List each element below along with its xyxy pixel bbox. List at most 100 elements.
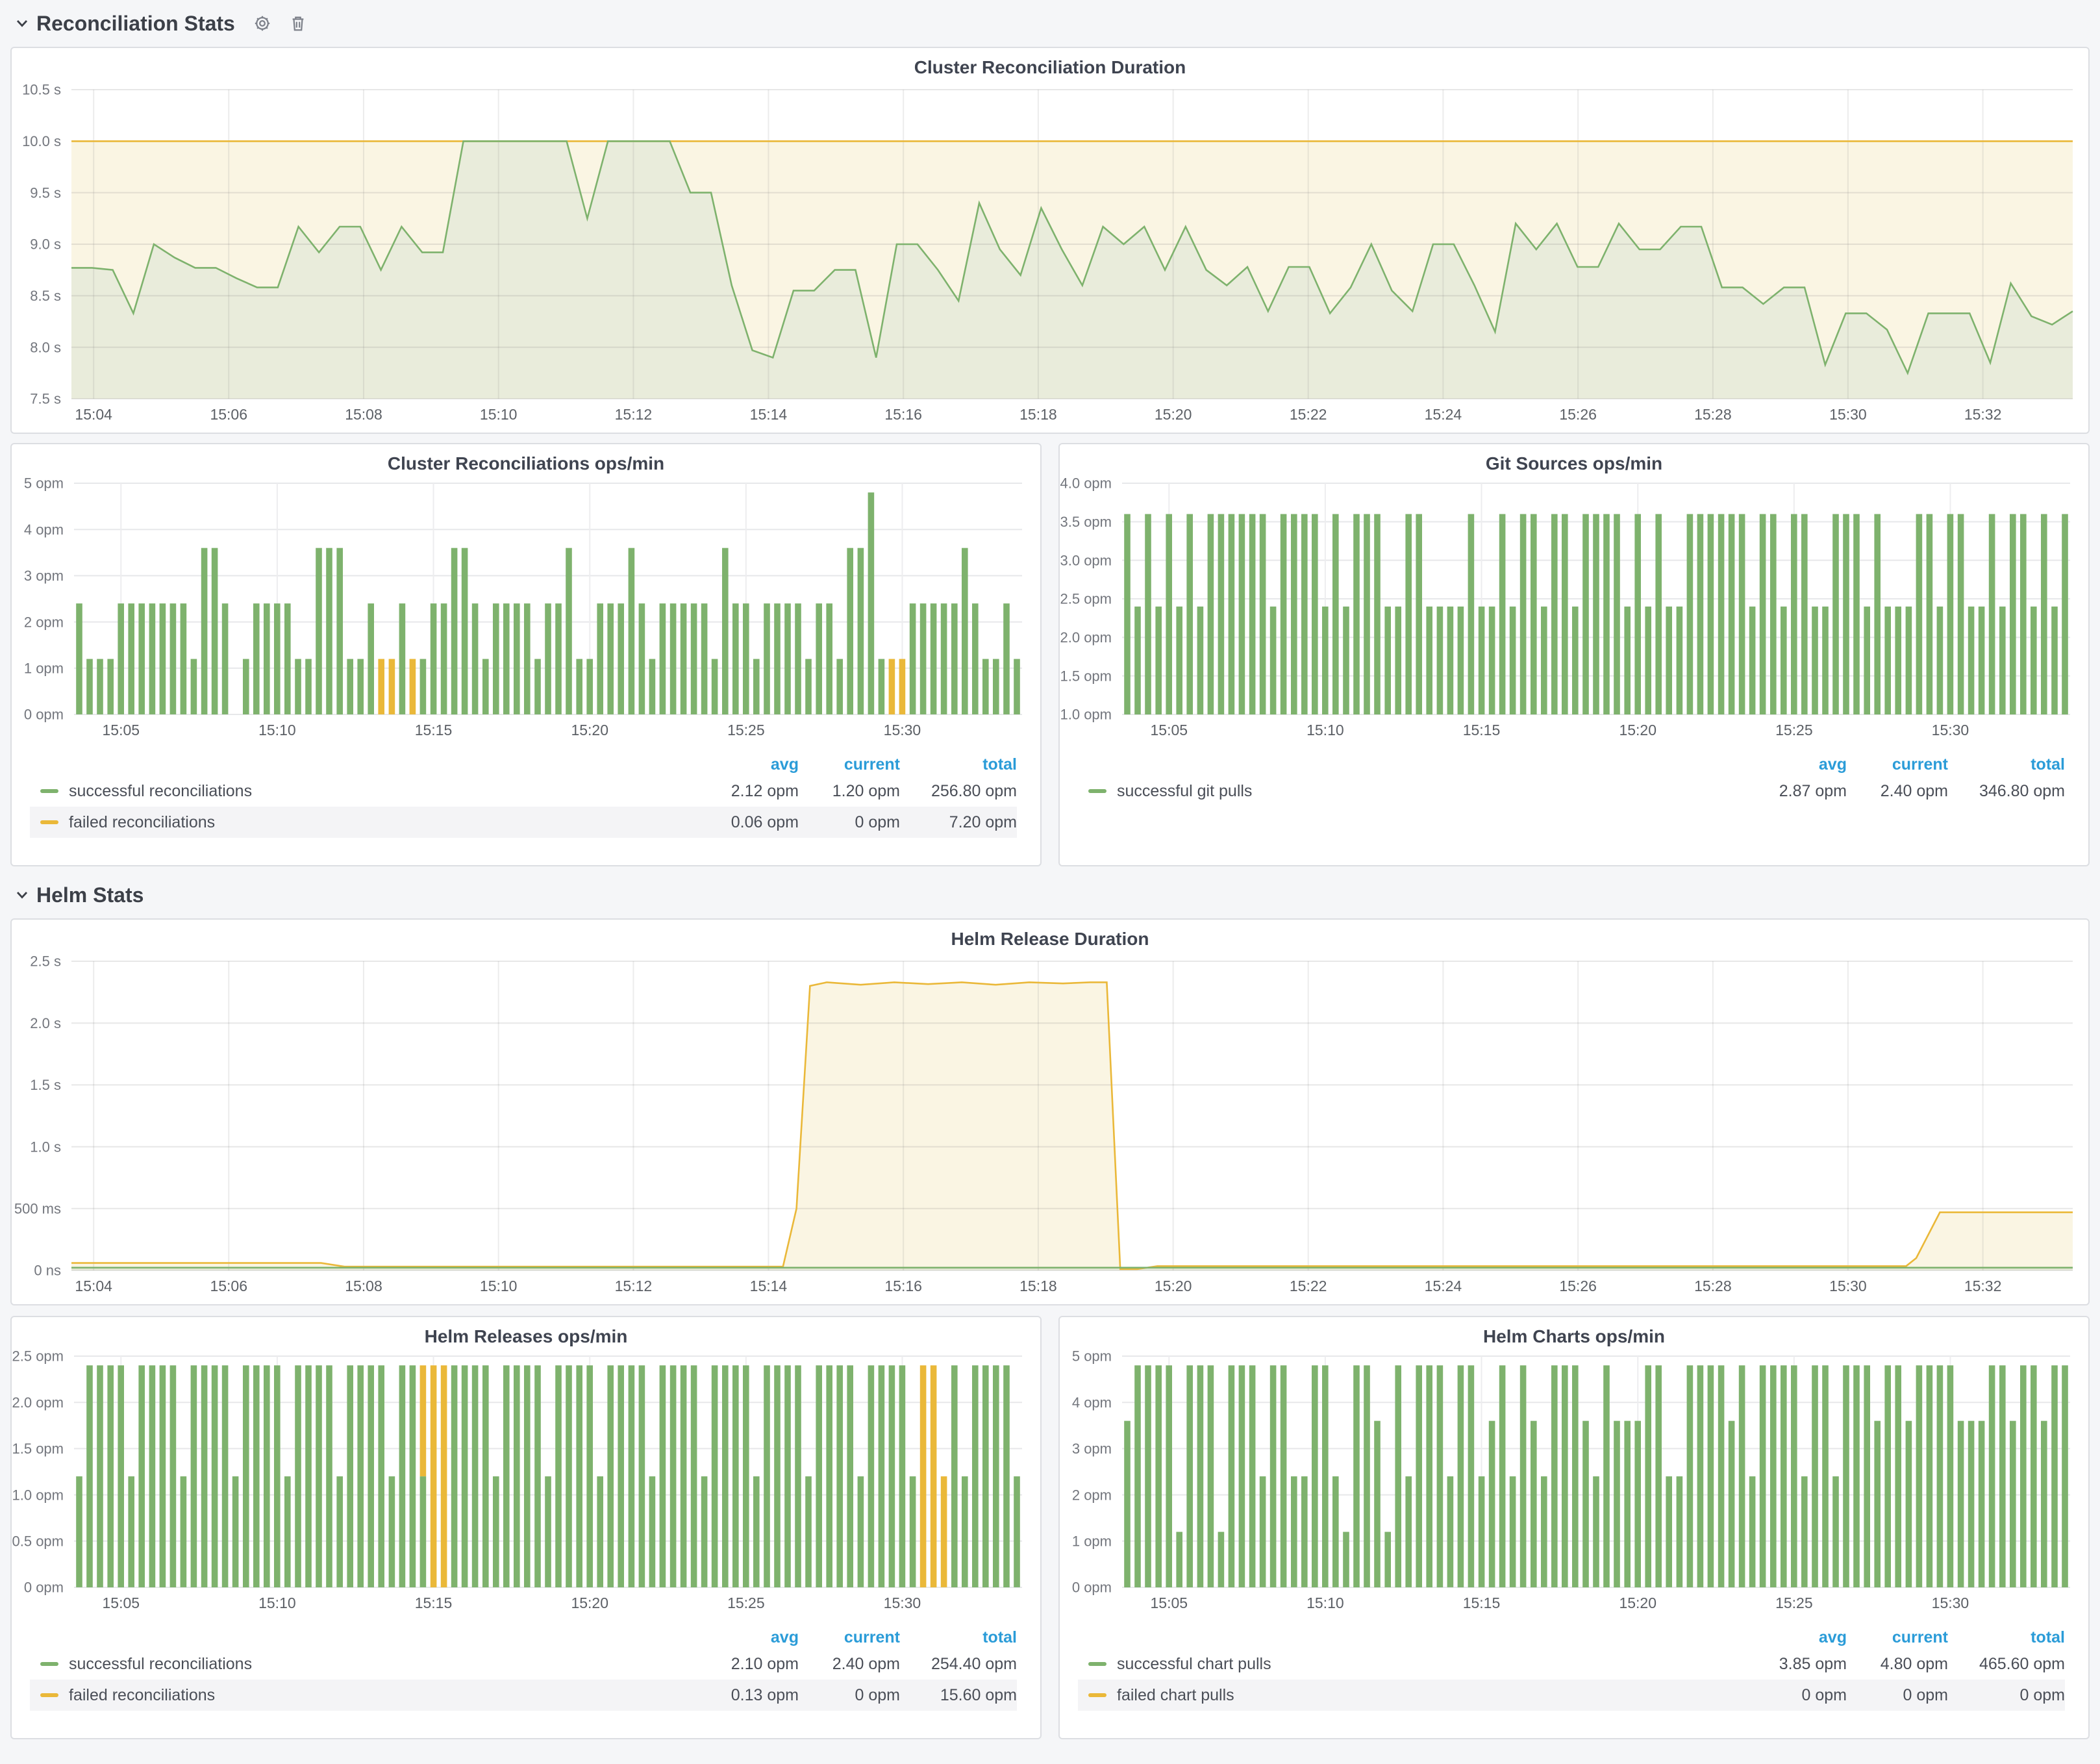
svg-text:9.5 s: 9.5 s xyxy=(30,184,61,201)
section-header-helm-stats[interactable]: Helm Stats xyxy=(16,879,2090,911)
legend-col-total[interactable]: total xyxy=(2031,1628,2065,1646)
legend: avg current total successful git pulls 2… xyxy=(1078,753,2065,807)
svg-text:500 ms: 500 ms xyxy=(14,1201,61,1217)
svg-text:15:20: 15:20 xyxy=(1619,1594,1656,1611)
svg-text:15:24: 15:24 xyxy=(1425,406,1462,423)
legend-col-total[interactable]: total xyxy=(2031,755,2065,774)
series-name[interactable]: successful chart pulls xyxy=(1117,1654,1271,1673)
svg-text:15:08: 15:08 xyxy=(345,406,382,423)
svg-text:10.5 s: 10.5 s xyxy=(22,82,61,98)
svg-text:1.0 opm: 1.0 opm xyxy=(1060,707,1112,723)
panel-helm-releases-opm: Helm Releases ops/min 0 opm 0.5 opm 1.0 op… xyxy=(10,1316,1042,1739)
chevron-down-icon xyxy=(16,17,29,30)
panel-title[interactable]: Cluster Reconciliation Duration xyxy=(914,57,1186,77)
section-header-reconciliation-stats[interactable]: Reconciliation Stats xyxy=(16,8,2090,39)
series-name[interactable]: successful reconciliations xyxy=(69,781,253,800)
panel-title[interactable]: Helm Charts ops/min xyxy=(1482,1326,1666,1346)
gear-icon[interactable] xyxy=(253,14,271,32)
legend-col-current[interactable]: current xyxy=(1892,755,1948,774)
total-value: 0 opm xyxy=(2019,1685,2065,1704)
legend-header: avg current total xyxy=(30,753,1017,775)
svg-text:15:05: 15:05 xyxy=(102,722,140,738)
svg-text:15:15: 15:15 xyxy=(1463,722,1501,738)
legend-col-total[interactable]: total xyxy=(982,1628,1017,1646)
svg-text:15:05: 15:05 xyxy=(1150,722,1188,738)
svg-text:9.0 s: 9.0 s xyxy=(30,236,61,253)
panel-title[interactable]: Cluster Reconciliations ops/min xyxy=(387,453,665,473)
panel-helm-release-duration: Helm Release Duration 0 ns 500 ms 1.0 s 1.5… xyxy=(10,918,2090,1305)
current-value: 4.80 opm xyxy=(1880,1654,1948,1673)
panel-title[interactable]: Git Sources ops/min xyxy=(1485,453,1663,473)
svg-text:2.0 opm: 2.0 opm xyxy=(1060,629,1112,646)
cluster-reconciliation-duration-chart[interactable]: 7.5 s 8.0 s 8.5 s 9.0 s 9.5 s 10.0 s 10.5 s 15:… xyxy=(12,79,2088,438)
git-sources-chart[interactable]: 1.0 opm 1.5 opm 2.0 opm 2.5 opm 3.0 opm 3.5 o… xyxy=(1060,475,2088,751)
svg-text:15:04: 15:04 xyxy=(75,1278,112,1294)
panel-title[interactable]: Helm Releases ops/min xyxy=(424,1326,628,1346)
svg-text:15:10: 15:10 xyxy=(1306,722,1344,738)
legend-col-current[interactable]: current xyxy=(844,755,900,774)
svg-text:15:15: 15:15 xyxy=(1463,1594,1501,1611)
current-value: 0 opm xyxy=(855,1685,900,1704)
svg-text:2.0 s: 2.0 s xyxy=(30,1015,61,1031)
section-title: Reconciliation Stats xyxy=(36,11,235,35)
svg-text:1.5 opm: 1.5 opm xyxy=(1060,668,1112,684)
legend-row: successful git pulls 2.87 opm 2.40 opm 3… xyxy=(1078,775,2065,807)
legend-row: failed reconciliations 0.06 opm 0 opm 7.… xyxy=(30,807,1017,838)
svg-text:15:22: 15:22 xyxy=(1290,406,1327,423)
svg-text:15:30: 15:30 xyxy=(1932,1594,1969,1611)
legend-row: successful reconciliations 2.10 opm 2.40… xyxy=(30,1648,1017,1680)
series-name[interactable]: failed reconciliations xyxy=(69,1685,216,1704)
legend: avg current total successful chart pulls… xyxy=(1078,1626,2065,1711)
current-value: 0 opm xyxy=(855,813,900,831)
series-dash-yellow xyxy=(40,820,58,824)
legend-col-avg[interactable]: avg xyxy=(1818,1628,1847,1646)
svg-text:15:10: 15:10 xyxy=(258,1594,296,1611)
svg-text:15:06: 15:06 xyxy=(210,1278,247,1294)
svg-text:15:30: 15:30 xyxy=(1932,722,1969,738)
svg-text:15:25: 15:25 xyxy=(1775,722,1813,738)
svg-text:15:04: 15:04 xyxy=(75,406,112,423)
legend-col-total[interactable]: total xyxy=(982,755,1017,774)
svg-text:1 opm: 1 opm xyxy=(24,661,64,677)
svg-text:5 opm: 5 opm xyxy=(1072,1348,1112,1365)
current-value: 2.40 opm xyxy=(1880,781,1948,800)
svg-text:0 opm: 0 opm xyxy=(1072,1580,1112,1596)
legend-col-avg[interactable]: avg xyxy=(770,1628,799,1646)
svg-text:2 opm: 2 opm xyxy=(24,614,64,630)
total-value: 346.80 opm xyxy=(1979,781,2065,800)
svg-text:1.0 s: 1.0 s xyxy=(30,1139,61,1155)
helm-releases-chart[interactable]: 0 opm 0.5 opm 1.0 opm 1.5 opm 2.0 opm 2.5 opm… xyxy=(12,1348,1040,1624)
svg-text:15:05: 15:05 xyxy=(1150,1594,1188,1611)
panel-helm-charts-opm: Helm Charts ops/min 0 opm 1 opm 2 opm 3 opm… xyxy=(1058,1316,2090,1739)
legend-header: avg current total xyxy=(30,1626,1017,1648)
helm-charts-chart[interactable]: 0 opm 1 opm 2 opm 3 opm 4 opm 5 opm 15:05 15:10… xyxy=(1060,1348,2088,1624)
series-name[interactable]: failed reconciliations xyxy=(69,813,216,831)
svg-text:0.5 opm: 0.5 opm xyxy=(12,1533,64,1550)
legend-col-avg[interactable]: avg xyxy=(770,755,799,774)
cluster-reconciliations-chart[interactable]: 0 opm 1 opm 2 opm 3 opm 4 opm 5 opm 15:05 15:10… xyxy=(12,475,1040,751)
panel-title[interactable]: Helm Release Duration xyxy=(951,929,1149,949)
total-value: 465.60 opm xyxy=(1979,1654,2065,1673)
svg-text:15:25: 15:25 xyxy=(727,1594,765,1611)
svg-text:15:10: 15:10 xyxy=(480,1278,518,1294)
svg-text:15:10: 15:10 xyxy=(1306,1594,1344,1611)
panel-cluster-reconciliations-opm: Cluster Reconciliations ops/min 0 opm 1 o… xyxy=(10,443,1042,866)
svg-text:15:15: 15:15 xyxy=(415,722,453,738)
svg-text:15:14: 15:14 xyxy=(750,1278,788,1294)
total-value: 7.20 opm xyxy=(949,813,1017,831)
svg-text:15:20: 15:20 xyxy=(1155,1278,1192,1294)
trash-icon[interactable] xyxy=(290,14,306,32)
avg-value: 0.13 opm xyxy=(731,1685,799,1704)
legend-row: failed chart pulls 0 opm 0 opm 0 opm xyxy=(1078,1680,2065,1711)
series-name[interactable]: successful git pulls xyxy=(1117,781,1253,800)
legend-col-current[interactable]: current xyxy=(1892,1628,1948,1646)
helm-release-duration-chart[interactable]: 0 ns 500 ms 1.0 s 1.5 s 2.0 s 2.5 s 15:04 15:06… xyxy=(12,951,2088,1309)
series-name[interactable]: successful reconciliations xyxy=(69,1654,253,1673)
legend-col-current[interactable]: current xyxy=(844,1628,900,1646)
series-name[interactable]: failed chart pulls xyxy=(1117,1685,1234,1704)
legend-col-avg[interactable]: avg xyxy=(1818,755,1847,774)
avg-value: 0.06 opm xyxy=(731,813,799,831)
series-dash-green xyxy=(40,789,58,793)
svg-text:15:26: 15:26 xyxy=(1559,406,1597,423)
svg-text:15:30: 15:30 xyxy=(1829,406,1867,423)
